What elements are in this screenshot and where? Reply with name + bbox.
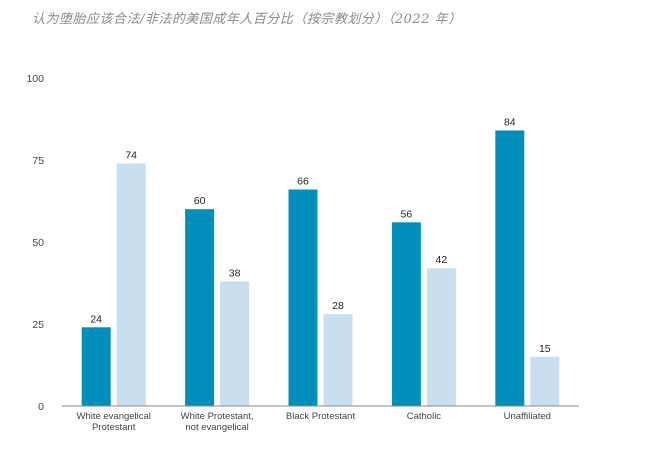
bars [81,130,560,407]
data-label-legal-2: 66 [297,176,309,188]
chart-title: 认为堕胎应该合法/非法的美国成年人百分比（按宗教划分）（2022 年） [32,12,462,27]
y-tick-label: 75 [32,155,44,167]
bar-illegal-4 [530,356,560,406]
bar-legal-4 [495,130,525,407]
bar-legal-3 [391,222,421,406]
data-label-illegal-1: 38 [229,267,241,279]
y-tick-label: 50 [32,237,44,249]
data-label-illegal-0: 74 [125,149,137,161]
bar-illegal-3 [426,268,456,406]
data-label-illegal-4: 15 [539,343,551,355]
category-label: not evangelical [185,422,248,433]
data-label-illegal-2: 28 [332,300,344,312]
bar-legal-1 [185,209,215,406]
bar-illegal-2 [323,314,353,406]
data-label-legal-0: 24 [90,313,102,325]
category-label: Protestant [92,422,136,433]
y-tick-label: 100 [26,73,44,85]
category-label: Unaffiliated [504,411,551,422]
category-label: White evangelical [76,411,150,422]
data-label-legal-1: 60 [194,195,206,207]
data-label-legal-4: 84 [504,116,516,128]
data-label-illegal-3: 42 [436,254,448,266]
y-axis-ticks: 0 25 50 75 100 [26,73,44,413]
bar-legal-0 [81,327,111,406]
bar-illegal-0 [116,163,146,406]
bar-illegal-1 [220,281,250,406]
y-tick-label: 25 [32,319,44,331]
category-label: Black Protestant [286,411,356,422]
data-labels: 24 74 60 38 66 28 56 42 84 15 [90,116,550,354]
category-label: White Protestant, [181,411,254,422]
bar-legal-2 [288,189,318,406]
category-label: Catholic [407,411,442,422]
y-tick-label: 0 [38,401,44,413]
data-label-legal-3: 56 [401,208,413,220]
